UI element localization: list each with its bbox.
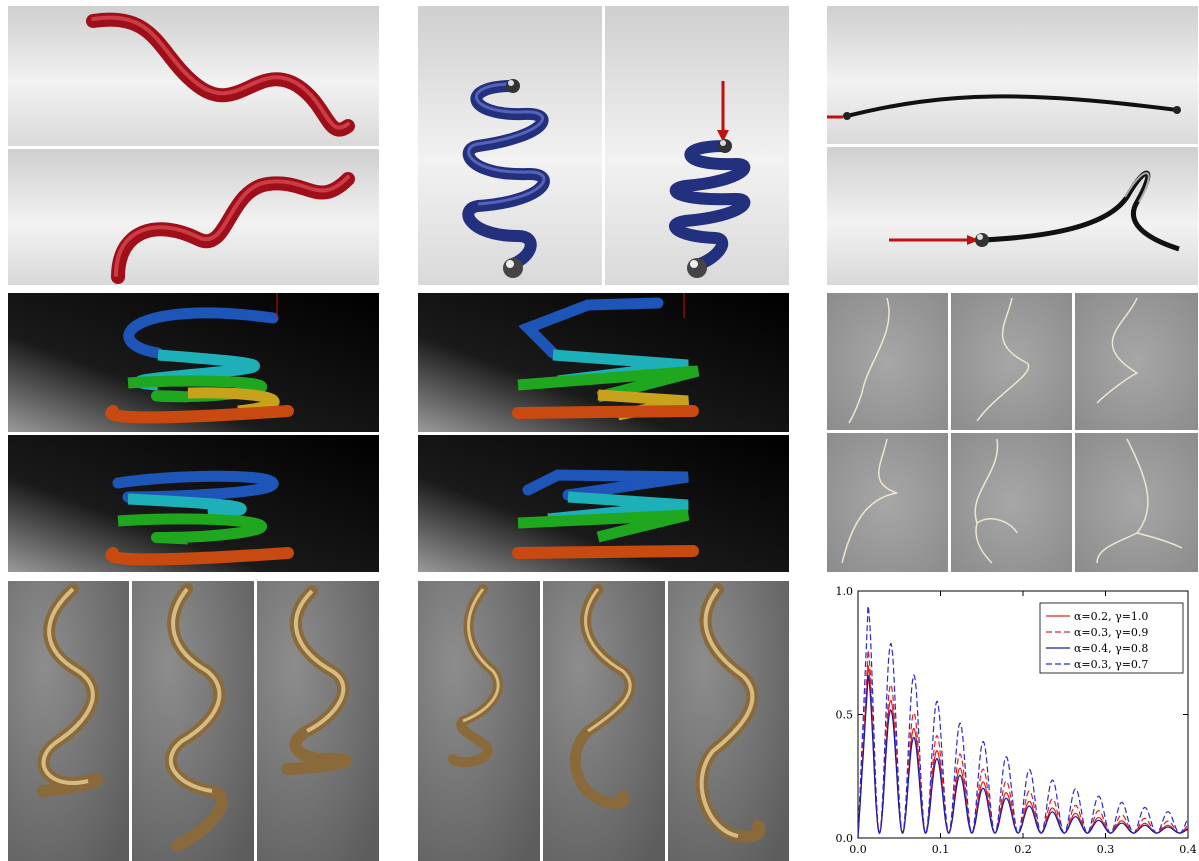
legend-box: [1039, 602, 1184, 674]
brown-curl-panel-2: [132, 581, 254, 861]
legend-label: α=0.2, γ=1.0: [1074, 610, 1148, 623]
legend-label: α=0.4, γ=0.8: [1074, 642, 1148, 655]
color-helix-panel-1: [8, 293, 379, 432]
x-tick-label: 0.3: [1097, 843, 1115, 856]
blue-spring-panel-right: [605, 6, 789, 285]
red-strand-panel-bottom: [8, 149, 379, 285]
brown-curl-panel-6: [668, 581, 789, 861]
y-tick-label: 1.0: [836, 585, 854, 598]
brown-curl-panel-3: [257, 581, 379, 861]
color-helix-panel-3: [418, 293, 789, 432]
series-line: [857, 605, 1189, 839]
x-tick-label: 0.0: [849, 843, 867, 856]
x-tick-label: 0.2: [1014, 843, 1032, 856]
brown-curl-panel-1: [8, 581, 129, 861]
brown-curl-panel-5: [543, 581, 665, 861]
thin-strand-grid: [827, 293, 1198, 572]
x-tick-label: 0.4: [1179, 843, 1197, 856]
damping-chart: 0.0 0.1 0.2 0.3 0.4 0.0 0.5 1.0 α=0.2, γ=1.0 α=0…: [815, 581, 1199, 861]
x-tick-label: 0.1: [932, 843, 950, 856]
legend-label: α=0.3, γ=0.9: [1074, 626, 1148, 639]
black-rod-panel-top: [827, 6, 1198, 144]
brown-curl-panel-4: [418, 581, 540, 861]
color-helix-panel-2: [8, 435, 379, 572]
color-helix-panel-4: [418, 435, 789, 572]
blue-spring-panel-left: [418, 6, 602, 285]
y-tick-label: 0.5: [836, 709, 854, 722]
y-tick-label: 0.0: [836, 832, 854, 845]
red-strand-panel-top: [8, 6, 379, 146]
chart-svg: 0.0 0.1 0.2 0.3 0.4 0.0 0.5 1.0 α=0.2, γ=1.0 α=0…: [836, 585, 1197, 856]
black-rod-panel-bottom: [827, 147, 1198, 285]
legend-label: α=0.3, γ=0.7: [1074, 658, 1148, 671]
